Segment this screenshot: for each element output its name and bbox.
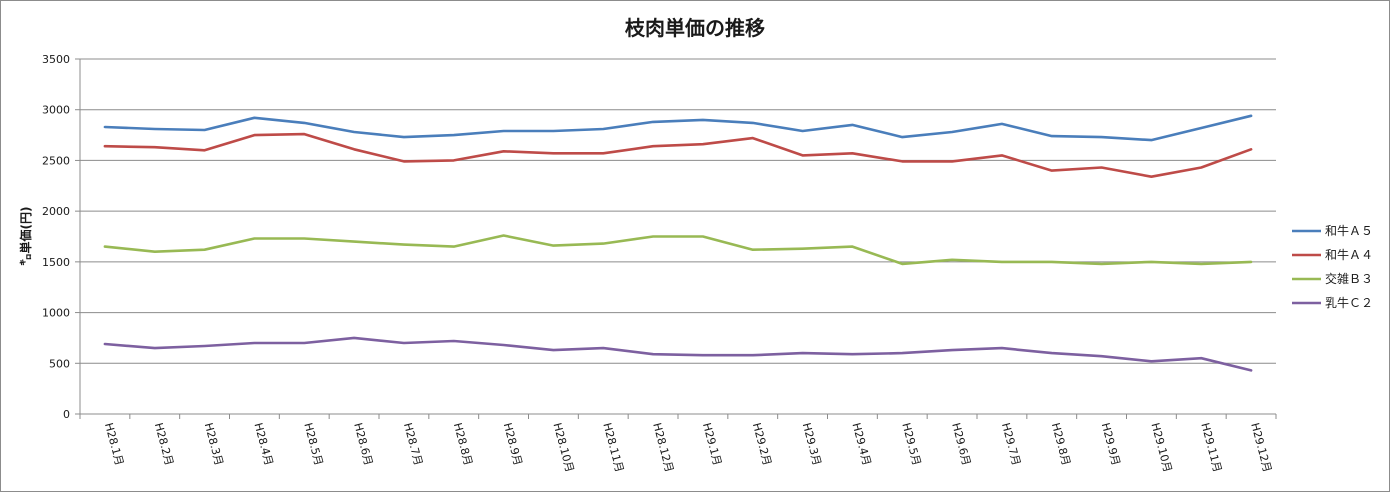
x-tick-label: H28.3月 xyxy=(202,421,226,467)
x-tick-label: H29.12月 xyxy=(1248,421,1274,473)
series-line-2 xyxy=(103,132,1253,178)
x-tick-label: H28.8月 xyxy=(451,421,475,467)
legend-label-1: 和牛Ａ５ xyxy=(1325,223,1373,238)
y-tick-label: 3000 xyxy=(42,104,70,117)
x-tick-label: H29.4月 xyxy=(850,421,874,467)
x-tick-label: H29.3月 xyxy=(800,421,824,467)
x-tick-label: H29.11月 xyxy=(1198,421,1224,473)
x-tick-label: H29.6月 xyxy=(949,421,973,467)
x-tick-label: H28.7月 xyxy=(401,421,425,467)
y-tick-label: 0 xyxy=(63,408,70,421)
y-axis-label: ㌔単価(円) xyxy=(18,207,33,266)
x-tick-label: H28.4月 xyxy=(252,421,276,467)
x-tick-label: H28.2月 xyxy=(152,421,176,467)
x-tick-label: H28.6月 xyxy=(351,421,375,467)
y-tick-label: 2000 xyxy=(42,205,70,218)
x-tick-label: H28.10月 xyxy=(551,421,577,473)
x-tick-label: H28.1月 xyxy=(102,421,126,467)
x-tick-labels: H28.1月 H28.2月 H28.3月 H28.4月 H28.5月 H28.6月 H28.… xyxy=(102,421,1274,473)
series-line-3 xyxy=(103,234,1253,266)
x-tick-label: H29.2月 xyxy=(750,421,774,467)
x-tick-label: H29.8月 xyxy=(1049,421,1073,467)
legend-label-2: 和牛Ａ４ xyxy=(1325,247,1373,262)
legend: 和牛Ａ５ 和牛Ａ４ 交雑Ｂ３ 乳牛Ｃ２ xyxy=(1292,223,1373,310)
x-tick-label: H29.1月 xyxy=(700,421,724,467)
chart-title: 枝肉単価の推移 xyxy=(625,16,765,40)
x-tick-label: H28.9月 xyxy=(501,421,525,467)
x-tick-label: H29.9月 xyxy=(1099,421,1123,467)
y-tick-label: 500 xyxy=(49,357,70,370)
legend-label-3: 交雑Ｂ３ xyxy=(1325,271,1373,286)
series-line-4 xyxy=(103,336,1253,372)
x-tick-label: H28.5月 xyxy=(301,421,325,467)
y-tick-label: 1000 xyxy=(42,307,70,320)
x-tick-label: H29.5月 xyxy=(899,421,923,467)
series-lines xyxy=(103,114,1253,372)
x-tick-label: H29.7月 xyxy=(999,421,1023,467)
y-tick-labels: 0 500 1000 1500 2000 2500 3000 3500 xyxy=(42,53,70,421)
x-tick-label: H28.12月 xyxy=(650,421,676,473)
x-tick-label: H29.10月 xyxy=(1149,421,1175,473)
y-tick-label: 1500 xyxy=(42,256,70,269)
series-line-1 xyxy=(103,114,1253,142)
y-tick-label: 2500 xyxy=(42,154,70,167)
x-tick-label: H28.11月 xyxy=(600,421,626,473)
legend-label-4: 乳牛Ｃ２ xyxy=(1325,295,1373,310)
y-tick-label: 3500 xyxy=(42,53,70,66)
